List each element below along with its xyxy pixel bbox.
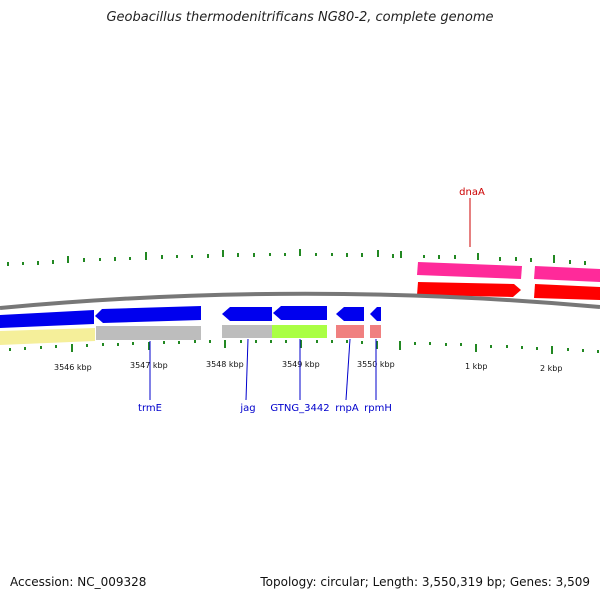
scale-label-3548kbp: 3548 kbp (206, 360, 244, 369)
gene-label-dnaA: dnaA (459, 187, 485, 198)
gene-trmE-gray (96, 326, 201, 340)
map-title: Geobacillus thermodenitrificans NG80-2, … (106, 10, 494, 25)
gene-rpmH-salmon (370, 325, 381, 338)
gene-label-GTNG_3442: GTNG_3442 (270, 403, 329, 414)
inner-tick-ring (9, 340, 599, 354)
scale-label-2kbp: 2 kbp (540, 364, 562, 373)
cds-forward-red-2 (534, 284, 600, 300)
cds-rnpA (336, 307, 364, 321)
gene-label-trmE: trmE (138, 403, 162, 414)
cds-jag (222, 307, 272, 321)
scale-label-3549kbp: 3549 kbp (282, 360, 320, 369)
gene-forward-pink-2 (534, 266, 600, 282)
genome-backbone (0, 291, 600, 310)
gene-label-rpmH: rpmH (364, 403, 392, 414)
cds-GTNG_3442 (273, 306, 327, 320)
outer-tick-ring (7, 249, 586, 266)
gene-GTNG_3442-green (272, 325, 327, 338)
gene-rnpA-salmon (336, 325, 364, 338)
gene-label-jag: jag (239, 403, 255, 414)
gene-pale-yellow (0, 328, 95, 345)
leader-rnpA (345, 338, 351, 401)
gene-label-rnpA: rnpA (335, 403, 359, 414)
accession-text: Accession: NC_009328 (10, 575, 147, 589)
cds-trmE (95, 306, 201, 323)
leader-jag (245, 338, 249, 401)
gene-forward-pink (417, 262, 522, 279)
genome-summary-text: Topology: circular; Length: 3,550,319 bp… (260, 575, 590, 589)
gene-jag-gray (222, 325, 272, 338)
scale-label-1kbp: 1 kbp (465, 362, 487, 371)
scale-label-3546kbp: 3546 kbp (54, 363, 92, 372)
scale-label-3547kbp: 3547 kbp (130, 361, 168, 370)
cds-rpmH (370, 307, 381, 321)
cds-reverse-1 (0, 310, 94, 328)
cds-dnaA (417, 282, 521, 297)
